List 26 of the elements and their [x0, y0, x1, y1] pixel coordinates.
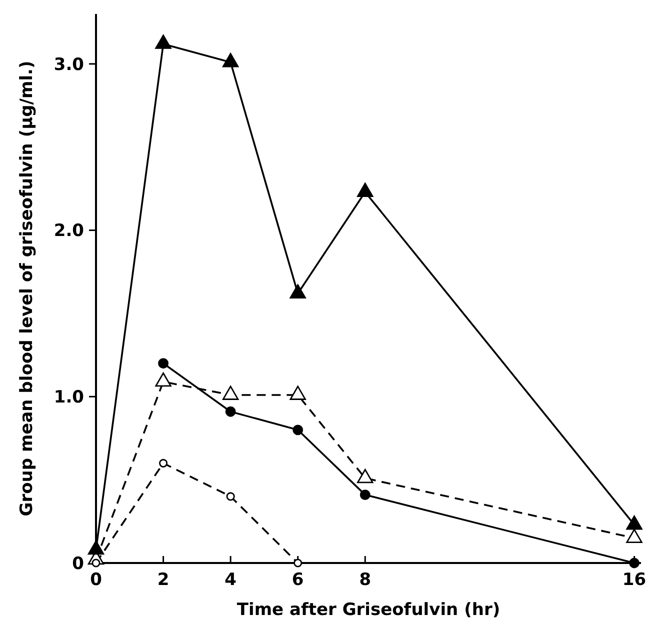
point — [360, 490, 370, 500]
y-tick-label: 1.0 — [54, 388, 84, 408]
x-tick-label: 8 — [359, 570, 372, 590]
point — [294, 558, 302, 568]
point — [155, 372, 172, 387]
y-tick-label: 2.0 — [54, 221, 84, 242]
x-axis-title: Time after Griseofulvin (hr) — [236, 600, 500, 620]
point — [226, 492, 235, 501]
y-axis-title: Group mean blood level of griseofulvin (μg/ml.) — [17, 60, 37, 516]
point — [155, 34, 172, 49]
x-tick-label: 16 — [622, 570, 646, 590]
x-tick-label: 6 — [292, 570, 304, 590]
x-tick-label: 2 — [157, 570, 170, 590]
point — [290, 284, 306, 298]
point — [158, 358, 168, 369]
point — [159, 458, 168, 468]
y-tick-label: 0 — [72, 554, 84, 574]
point — [225, 406, 236, 417]
point — [292, 424, 304, 436]
x-tick-label: 4 — [224, 570, 237, 590]
point — [357, 182, 374, 197]
point — [222, 386, 239, 400]
x-tick-label: 0 — [90, 570, 102, 590]
y-tick-label: 3.0 — [54, 54, 84, 75]
point — [290, 386, 306, 400]
point — [222, 52, 239, 68]
